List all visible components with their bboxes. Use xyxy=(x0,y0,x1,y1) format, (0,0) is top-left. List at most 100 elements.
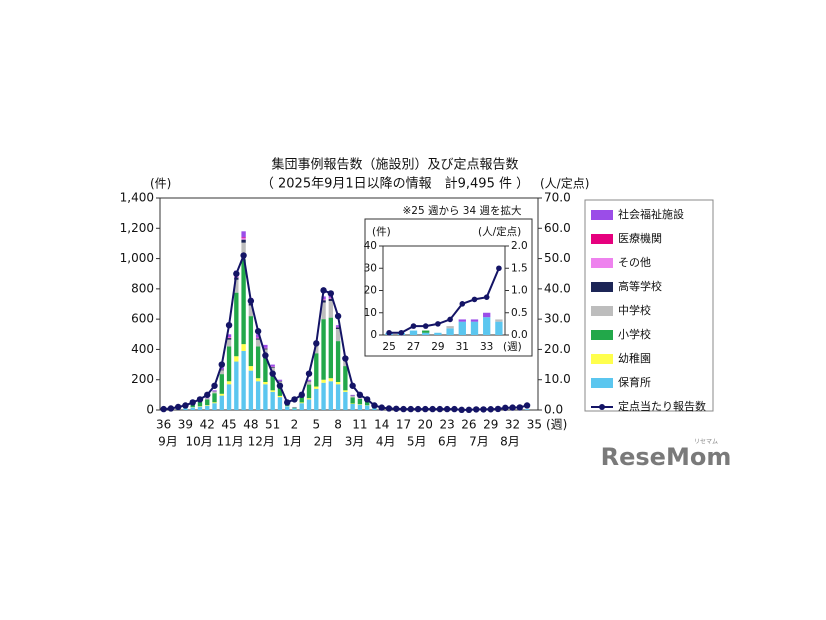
y-tick-label: 0 xyxy=(370,329,377,341)
bar-segment xyxy=(248,305,254,317)
line xyxy=(389,267,500,334)
bar-segment xyxy=(321,302,326,320)
line-marker xyxy=(429,405,436,413)
bar-segment xyxy=(364,405,370,410)
y-tick-label: 600 xyxy=(131,312,154,326)
x-tick-label: 20 xyxy=(418,418,433,432)
chart-subtitle: （ 2025年9月1日以降の情報 計9,495 件 ） xyxy=(261,176,529,192)
bar-segment xyxy=(226,346,232,382)
bar-segment xyxy=(306,379,312,381)
month-label: 5月 xyxy=(407,435,427,449)
line-marker xyxy=(414,405,422,413)
bar-segment xyxy=(219,393,224,396)
line-marker xyxy=(334,312,342,320)
line-marker xyxy=(298,391,305,399)
bar-segment xyxy=(212,390,217,392)
legend-label: 幼稚園 xyxy=(618,352,651,365)
month-label: 7月 xyxy=(469,435,489,449)
bar-segment xyxy=(234,292,239,357)
line-marker xyxy=(386,329,392,336)
bar-segment xyxy=(248,366,254,371)
line-marker xyxy=(320,287,327,294)
bar-segment xyxy=(422,330,430,333)
line-marker xyxy=(174,403,182,411)
legend-label: 中学校 xyxy=(618,303,651,317)
month-label: 2月 xyxy=(314,435,334,449)
line-marker xyxy=(349,382,356,389)
bar-segment xyxy=(306,384,312,399)
bar-segment xyxy=(241,231,246,238)
y2-tick-label: 20.0 xyxy=(544,342,571,356)
bar-segment xyxy=(285,406,290,410)
line-marker xyxy=(480,406,487,413)
month-label: 10月 xyxy=(185,435,212,449)
y-tick-label: 10 xyxy=(364,307,377,319)
bar-segment xyxy=(226,384,232,410)
line-marker xyxy=(502,404,509,412)
bar-segment xyxy=(314,386,319,389)
bar-segment xyxy=(321,296,326,300)
month-label: 9月 xyxy=(158,435,178,449)
bar-segment xyxy=(226,339,232,347)
x-tick-label: 39 xyxy=(178,418,193,432)
bar-segment xyxy=(255,378,261,382)
x-tick-label: 25 xyxy=(382,341,395,353)
legend-label: 定点当たり報告数 xyxy=(618,399,706,413)
bar-segment xyxy=(314,345,319,354)
bar-segment xyxy=(255,339,261,347)
bar-segment xyxy=(321,300,326,303)
y-tick-label: 30 xyxy=(364,262,377,274)
bar-segment xyxy=(314,353,319,387)
bar-segment xyxy=(255,334,261,338)
bar-segment xyxy=(219,369,224,371)
bar-segment xyxy=(306,399,312,410)
line-marker xyxy=(471,296,478,303)
y-axis-label: (件) xyxy=(150,177,171,191)
bar-segment xyxy=(248,316,254,367)
y2-tick-label: 0.5 xyxy=(511,307,528,319)
x-axis-label: (週) xyxy=(546,418,567,432)
bar-segment xyxy=(299,402,304,404)
bar-segment xyxy=(328,297,334,299)
x-tick-label: 11 xyxy=(352,418,367,432)
line-marker xyxy=(398,329,405,336)
line-marker xyxy=(371,402,378,409)
y-tick-label: 1,400 xyxy=(120,191,154,205)
x-tick-label: 23 xyxy=(439,418,454,432)
line-marker xyxy=(385,405,393,412)
bar-segment xyxy=(328,298,334,301)
legend-label: 小学校 xyxy=(618,327,651,341)
y-tick-label: 40 xyxy=(364,240,377,252)
bar-segment xyxy=(364,401,370,406)
bar-segment xyxy=(277,397,283,410)
y2-tick-label: 1.5 xyxy=(511,262,528,274)
inset-x-label: (週) xyxy=(503,341,522,353)
line-marker xyxy=(435,321,441,327)
bar-segment xyxy=(226,338,232,340)
bar-segment xyxy=(234,356,239,362)
bar-segment xyxy=(335,328,341,342)
month-label: 12月 xyxy=(248,435,275,449)
x-tick-label: 35 xyxy=(527,418,542,432)
bar-segment xyxy=(470,319,479,322)
line-marker xyxy=(313,340,320,347)
bar-segment xyxy=(299,403,304,410)
bar-segment xyxy=(335,341,341,382)
bar-segment xyxy=(321,299,326,301)
y2-axis-label: (人/定点) xyxy=(540,176,589,191)
y2-tick-label: 10.0 xyxy=(544,372,571,386)
bar-segment xyxy=(434,332,442,335)
line-marker xyxy=(233,270,240,277)
bar-segment xyxy=(183,408,188,410)
line-marker xyxy=(363,396,371,403)
bar-segment xyxy=(263,344,268,348)
bar-segment xyxy=(277,395,283,398)
bar-segment xyxy=(335,384,341,410)
bar-segment xyxy=(197,406,203,410)
bar-segment xyxy=(343,366,348,391)
chart-title: 集団事例報告数（施設別）及び定点報告数 xyxy=(271,157,518,173)
bar-segment xyxy=(241,238,246,240)
x-tick-label: 29 xyxy=(483,418,498,432)
bar-segment xyxy=(241,242,246,260)
line-marker xyxy=(284,399,291,406)
